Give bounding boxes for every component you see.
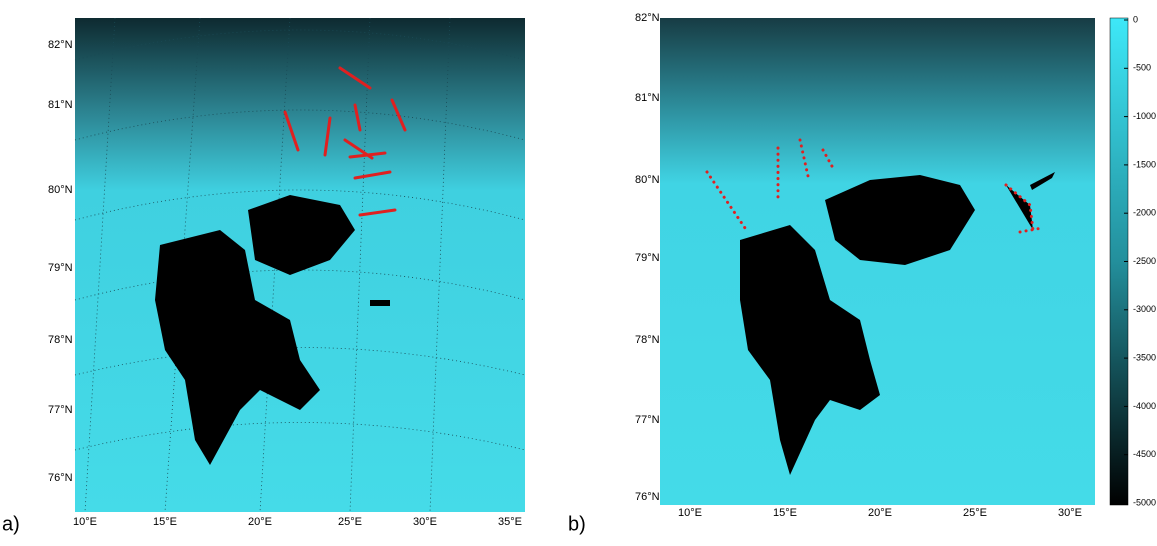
longitude-label: 30°E <box>1058 507 1082 519</box>
longitude-label: 35°E <box>498 516 522 528</box>
latitude-label: 81°N <box>48 99 73 111</box>
longitude-label: 20°E <box>248 516 272 528</box>
colorbar-label: -2000 <box>1133 208 1156 218</box>
colorbar-label: -1000 <box>1133 111 1156 121</box>
colorbar-label: -4000 <box>1133 401 1156 411</box>
longitude-label: 30°E <box>413 516 437 528</box>
latitude-label: 82°N <box>48 39 73 51</box>
colorbar-label: -3000 <box>1133 304 1156 314</box>
figure: a) b) 82°N 81°N 80°N 79°N 78°N 77°N 76°N 10°E 15… <box>0 0 1157 546</box>
longitude-label: 10°E <box>678 507 702 519</box>
panel-label: a) <box>2 513 20 535</box>
latitude-label: 80°N <box>635 174 660 186</box>
latitude-label: 78°N <box>48 334 73 346</box>
colorbar-label: -5000 <box>1133 497 1156 507</box>
colorbar-label: -3500 <box>1133 352 1156 362</box>
longitude-label: 10°E <box>73 516 97 528</box>
latitude-label: 79°N <box>635 252 660 264</box>
latitude-label: 76°N <box>635 491 660 503</box>
map-b <box>660 18 1095 505</box>
latitude-label: 80°N <box>48 184 73 196</box>
latitude-label: 79°N <box>48 262 73 274</box>
longitude-label: 25°E <box>338 516 362 528</box>
latitude-label: 81°N <box>635 92 660 104</box>
longitude-label: 15°E <box>773 507 797 519</box>
colorbar-label: 0 <box>1133 14 1138 24</box>
longitude-label: 20°E <box>868 507 892 519</box>
colorbar-label: -2500 <box>1133 256 1156 266</box>
longitude-label: 15°E <box>153 516 177 528</box>
map-a <box>75 18 525 512</box>
longitude-label: 25°E <box>963 507 987 519</box>
panel-label: b) <box>568 513 586 535</box>
latitude-label: 77°N <box>635 414 660 426</box>
latitude-label: 82°N <box>635 12 660 24</box>
latitude-label: 78°N <box>635 334 660 346</box>
colorbar-label: -1500 <box>1133 159 1156 169</box>
colorbar-label: -500 <box>1133 63 1151 73</box>
colorbar-label: -4500 <box>1133 449 1156 459</box>
island <box>370 300 390 306</box>
latitude-label: 77°N <box>48 404 73 416</box>
latitude-label: 76°N <box>48 472 73 484</box>
